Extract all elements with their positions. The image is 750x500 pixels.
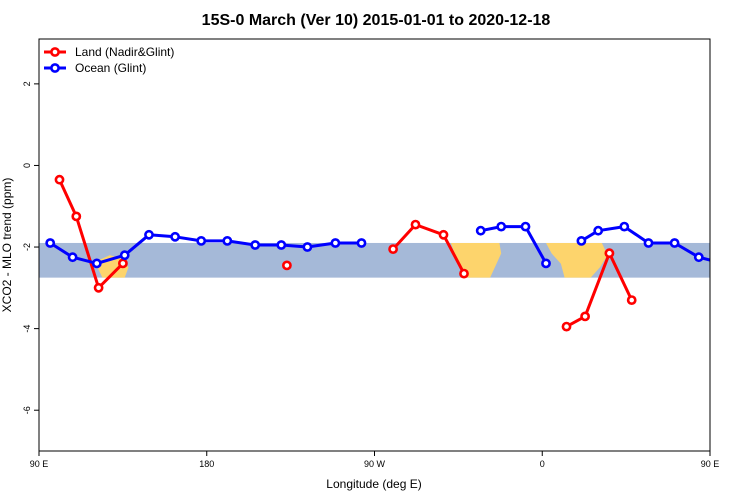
- x-tick-label: 0: [540, 459, 545, 469]
- y-axis: 2 0 -2 -4 -6: [22, 81, 39, 414]
- data-point: [459, 268, 469, 279]
- data-point: [604, 248, 615, 259]
- y-tick-label: -4: [22, 325, 32, 333]
- data-point: [91, 258, 102, 269]
- series-line: [731, 180, 750, 288]
- data-point: [438, 229, 449, 240]
- legend-label: Land (Nadir&Glint): [75, 45, 174, 59]
- y-tick-label: -2: [22, 243, 32, 251]
- legend: Land (Nadir&Glint) Ocean (Glint): [44, 45, 174, 75]
- data-point: [744, 213, 750, 220]
- data-point: [118, 258, 128, 269]
- y-tick-label: -6: [22, 406, 32, 414]
- data-point: [330, 238, 341, 248]
- legend-item: Ocean (Glint): [44, 61, 146, 75]
- data-point: [593, 225, 604, 236]
- data-point: [196, 235, 207, 246]
- data-point: [54, 174, 65, 185]
- series-line: [391, 223, 466, 275]
- data-point: [619, 221, 630, 232]
- series-line: [565, 251, 634, 328]
- data-point: [561, 321, 572, 332]
- data-point: [669, 238, 680, 248]
- legend-label: Ocean (Glint): [75, 61, 146, 75]
- data-point: [576, 235, 587, 246]
- data-point: [643, 238, 654, 248]
- x-axis-label: Longitude (deg E): [326, 477, 421, 491]
- x-tick-label: 90 E: [701, 459, 720, 469]
- x-tick-label: 90 E: [30, 459, 49, 469]
- series-line: [580, 225, 710, 262]
- data-point: [93, 282, 104, 293]
- series-layer: [45, 174, 750, 332]
- data-point: [693, 252, 704, 263]
- ocean-band: [39, 242, 710, 278]
- data-point: [496, 221, 507, 232]
- data-point: [541, 258, 551, 269]
- series-line: [58, 179, 124, 290]
- legend-marker: [50, 63, 60, 73]
- data-point: [119, 250, 130, 261]
- data-point: [719, 260, 726, 267]
- chart-title: 15S-0 March (Ver 10) 2015-01-01 to 2020-…: [202, 12, 551, 29]
- data-point: [170, 231, 180, 242]
- data-point: [410, 219, 421, 230]
- data-point: [45, 238, 56, 248]
- data-point: [71, 211, 82, 222]
- data-point: [281, 260, 292, 271]
- data-point: [302, 242, 313, 252]
- data-point: [222, 235, 233, 246]
- data-point: [144, 229, 154, 240]
- y-tick-label: 0: [22, 163, 32, 168]
- legend-marker: [50, 47, 60, 57]
- land-shape: [546, 243, 608, 278]
- data-point: [388, 244, 398, 254]
- y-axis-label: XCO2 - MLO trend (ppm): [0, 178, 14, 313]
- data-point: [250, 240, 261, 250]
- series-line: [480, 225, 548, 265]
- y-tick-label: 2: [22, 81, 32, 86]
- data-point: [520, 221, 531, 232]
- data-point: [727, 176, 734, 183]
- data-point: [67, 252, 78, 263]
- data-point: [276, 240, 287, 250]
- x-tick-label: 180: [199, 459, 214, 469]
- x-tick-label: 90 W: [364, 459, 386, 469]
- data-point: [580, 311, 590, 322]
- data-point: [475, 225, 486, 236]
- legend-item: Land (Nadir&Glint): [44, 45, 174, 59]
- data-point: [626, 295, 637, 305]
- data-point: [356, 238, 367, 248]
